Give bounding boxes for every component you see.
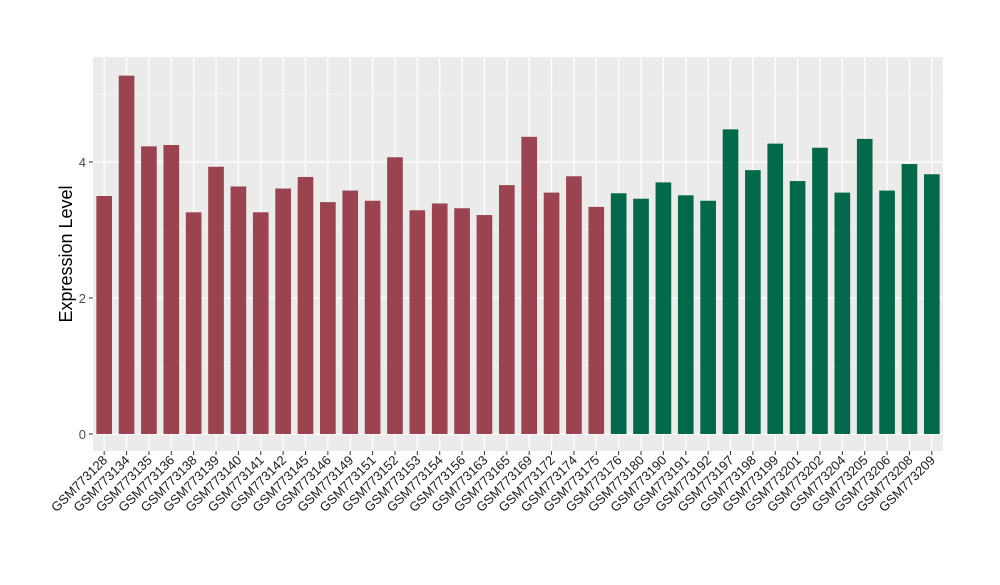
- bars: [96, 75, 940, 435]
- bar-GSM773142: [275, 188, 291, 434]
- bar-GSM773156: [454, 208, 470, 434]
- bar-GSM773176: [610, 193, 627, 434]
- bar-GSM773201: [789, 181, 806, 434]
- bar-GSM773149: [342, 190, 359, 434]
- bar-GSM773191: [677, 195, 694, 434]
- y-axis-ticks: 0 2 4: [79, 155, 93, 442]
- bar-GSM773135: [141, 146, 157, 435]
- bar-GSM773140: [230, 186, 247, 434]
- bar-GSM773205: [856, 138, 873, 434]
- bar-GSM773163: [476, 215, 493, 434]
- bar-GSM773146: [320, 202, 336, 434]
- bar-GSM773199: [767, 143, 784, 434]
- y-tick-label: 2: [79, 291, 86, 306]
- bar-GSM773209: [923, 174, 940, 435]
- bar-GSM773145: [297, 176, 314, 434]
- bar-GSM773180: [633, 198, 649, 434]
- y-axis-label: Expression Level: [56, 185, 76, 322]
- bar-GSM773169: [521, 136, 538, 434]
- bar-GSM773138: [185, 212, 202, 434]
- bar-GSM773190: [655, 182, 672, 434]
- bar-GSM773141: [252, 212, 269, 434]
- bar-GSM773204: [834, 192, 851, 434]
- bar-GSM773172: [543, 192, 560, 434]
- bar-GSM773202: [812, 147, 828, 434]
- y-tick-label: 4: [79, 155, 86, 170]
- y-tick-label: 0: [79, 427, 86, 442]
- bar-GSM773139: [208, 166, 224, 434]
- bar-GSM773128: [96, 196, 113, 434]
- bar-GSM773151: [364, 200, 381, 434]
- bar-GSM773153: [409, 210, 426, 434]
- bar-GSM773208: [901, 164, 918, 435]
- bar-GSM773136: [163, 145, 180, 434]
- bar-GSM773165: [498, 185, 515, 434]
- bar-GSM773206: [879, 190, 895, 434]
- bar-GSM773197: [722, 129, 739, 435]
- bar-GSM773134: [118, 75, 135, 434]
- bar-GSM773174: [566, 176, 582, 434]
- bar-GSM773152: [387, 157, 403, 435]
- bar-GSM773192: [700, 200, 716, 434]
- bar-GSM773175: [588, 206, 605, 434]
- bar-GSM773154: [431, 203, 448, 434]
- x-axis-ticks: GSM773128GSM773134GSM773135GSM773136GSM7…: [48, 451, 938, 515]
- bar-GSM773198: [745, 170, 761, 434]
